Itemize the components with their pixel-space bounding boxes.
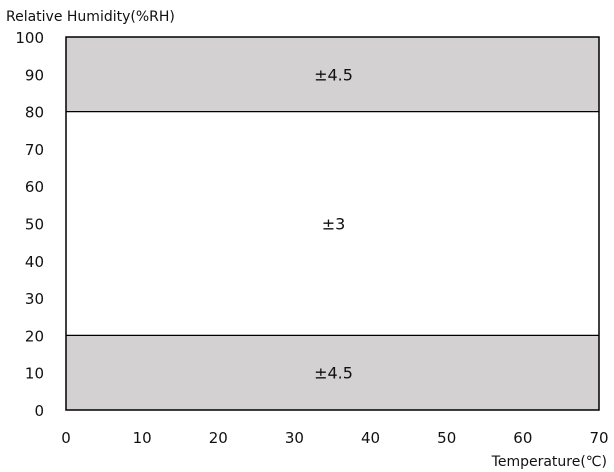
x-tick-label: 10 <box>133 429 152 447</box>
zone-1-label: ±3 <box>322 215 346 234</box>
y-tick-label: 100 <box>15 29 44 47</box>
x-tick-label: 0 <box>61 429 71 447</box>
x-tick-label: 70 <box>589 429 608 447</box>
zones-layer <box>66 37 599 410</box>
zone-2-area <box>66 335 599 410</box>
y-tick-label: 10 <box>25 365 44 383</box>
zone-0-area <box>66 37 599 112</box>
zone-1-area <box>66 111 599 336</box>
y-tick-label: 40 <box>25 253 44 271</box>
plot-frame <box>65 36 600 411</box>
zone-0-label: ±4.5 <box>314 65 353 84</box>
y-tick-label: 80 <box>25 104 44 122</box>
x-tick-label: 30 <box>285 429 304 447</box>
y-tick-label: 50 <box>25 216 44 234</box>
zone-2-label: ±4.5 <box>314 364 353 383</box>
x-tick-label: 40 <box>361 429 380 447</box>
x-axis-ticks: 0 10 20 30 40 50 60 70 <box>61 429 608 447</box>
y-axis-ticks: 0 10 20 30 40 50 60 70 80 90 100 <box>15 29 44 420</box>
y-tick-label: 0 <box>34 402 44 420</box>
y-tick-label: 60 <box>25 178 44 196</box>
x-tick-label: 20 <box>209 429 228 447</box>
x-axis-title: Temperature(℃) <box>491 454 607 470</box>
x-tick-label: 60 <box>513 429 532 447</box>
y-tick-label: 90 <box>25 66 44 84</box>
y-tick-label: 30 <box>25 290 44 308</box>
y-axis-title: Relative Humidity(%RH) <box>6 9 175 25</box>
zone-boundaries <box>66 110 599 336</box>
y-tick-label: 20 <box>25 327 44 345</box>
x-tick-label: 50 <box>437 429 456 447</box>
zone-labels: ±4.5 ±3 ±4.5 <box>314 65 353 382</box>
y-tick-label: 70 <box>25 141 44 159</box>
